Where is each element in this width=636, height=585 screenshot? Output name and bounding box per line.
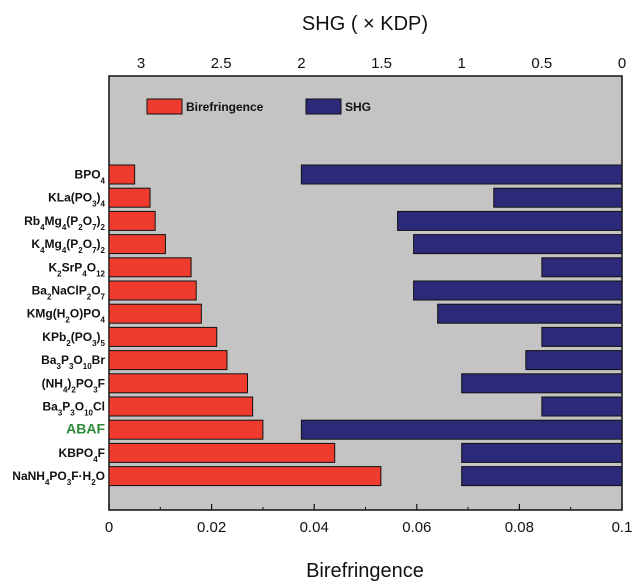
- legend-label: SHG: [345, 100, 371, 114]
- bottom-tick-label: 0: [105, 519, 113, 536]
- top-tick-label: 2: [297, 55, 305, 72]
- birefringence-bar: [108, 442, 336, 463]
- birefringence-bar: [108, 234, 166, 255]
- shg-bar: [541, 396, 623, 417]
- category-label: Ba3P3O10Br: [41, 353, 105, 371]
- shg-bar: [541, 326, 623, 347]
- top-tick-label: 1.5: [371, 55, 392, 72]
- shg-bar: [461, 442, 623, 463]
- birefringence-bar: [108, 466, 382, 487]
- top-axis-title: SHG ( × KDP): [302, 13, 428, 35]
- birefringence-bar: [108, 396, 254, 417]
- category-label: (NH4)2PO3F: [42, 376, 105, 394]
- shg-bar: [493, 187, 623, 208]
- category-label: K4Mg4(P2O7)2: [31, 237, 105, 255]
- bottom-tick-label: 0.06: [402, 519, 431, 536]
- shg-bar: [461, 373, 623, 394]
- bottom-tick-label: 0.08: [505, 519, 534, 536]
- bottom-tick-label: 0.1: [612, 519, 633, 536]
- shg-bar: [413, 234, 623, 255]
- top-tick-label: 1: [458, 55, 466, 72]
- legend: Birefringence SHG: [146, 98, 371, 115]
- top-tick-label: 3: [137, 55, 145, 72]
- category-labels: BPO4 KLa(PO3)4 Rb4Mg4(P2O7)2 K4Mg4(P2O7)2 K2…: [12, 168, 105, 487]
- category-label: KMg(H2O)PO4: [27, 307, 106, 325]
- legend-swatch: [305, 98, 342, 115]
- birefringence-bar: [108, 210, 156, 231]
- shg-bar: [397, 210, 623, 231]
- legend-label: Birefringence: [186, 100, 264, 114]
- category-label: Ba2NaClP2O7: [32, 284, 106, 302]
- birefringence-bar: [108, 257, 192, 278]
- birefringence-bar: [108, 303, 202, 324]
- category-label: KBPO4F: [59, 446, 105, 464]
- birefringence-bar: [108, 280, 197, 301]
- shg-bar: [300, 164, 623, 185]
- category-label: K2SrP4O12: [48, 260, 105, 278]
- birefringence-bar: [108, 419, 264, 440]
- category-label: KPb2(PO3)5: [42, 330, 105, 348]
- bottom-tick-label: 0.04: [300, 519, 329, 536]
- birefringence-bar: [108, 187, 151, 208]
- shg-bar: [437, 303, 623, 324]
- category-label: BPO4: [75, 168, 106, 186]
- bottom-axis-title: Birefringence: [306, 560, 424, 582]
- birefringence-bar: [108, 373, 249, 394]
- category-label: Ba3P3O10Cl: [42, 400, 105, 418]
- legend-swatch: [146, 98, 183, 115]
- bottom-axis-ticks: 0 0.02 0.04 0.06 0.08 0.1: [105, 504, 633, 536]
- shg-bar: [413, 280, 623, 301]
- birefringence-bar: [108, 164, 136, 185]
- shg-bar: [461, 466, 623, 487]
- bottom-tick-label: 0.02: [197, 519, 226, 536]
- bars: [108, 164, 623, 487]
- category-label: ABAF: [66, 421, 105, 437]
- shg-bar: [300, 419, 623, 440]
- category-label: KLa(PO3)4: [48, 191, 105, 209]
- category-label: NaNH4PO3F·H2O: [12, 469, 105, 487]
- top-tick-label: 0.5: [531, 55, 552, 72]
- top-tick-label: 0: [618, 55, 626, 72]
- shg-bar: [525, 350, 623, 371]
- top-tick-label: 2.5: [211, 55, 232, 72]
- birefringence-bar: [108, 326, 218, 347]
- category-label: Rb4Mg4(P2O7)2: [24, 214, 105, 232]
- shg-bar: [541, 257, 623, 278]
- birefringence-bar: [108, 350, 228, 371]
